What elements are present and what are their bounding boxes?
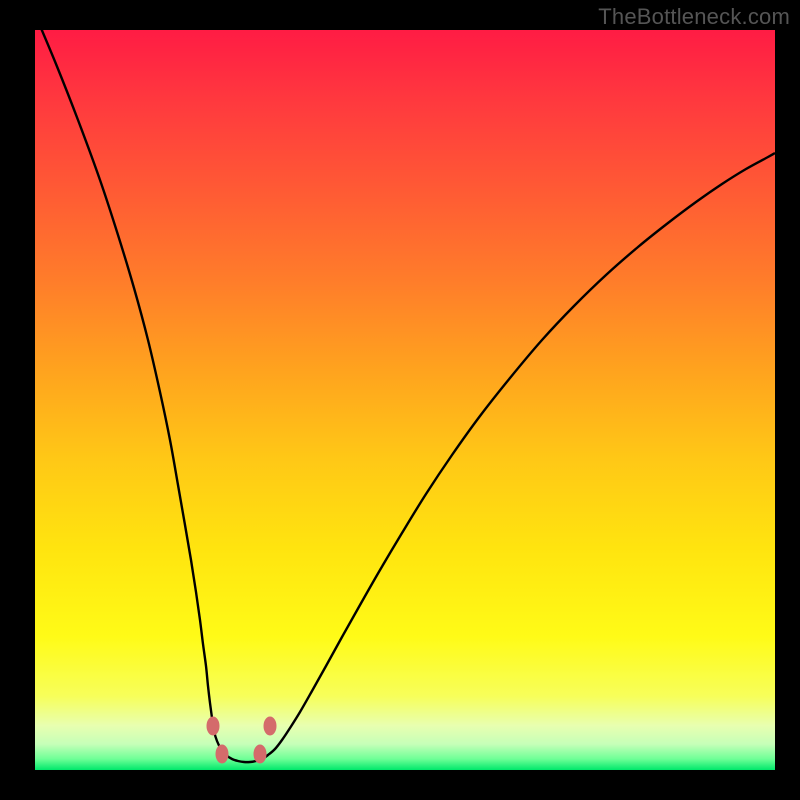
watermark-text: TheBottleneck.com xyxy=(598,4,790,30)
chart-container: TheBottleneck.com xyxy=(0,0,800,800)
curve-marker xyxy=(216,745,228,763)
bottleneck-chart xyxy=(0,0,800,800)
gradient-plot-area xyxy=(35,30,775,770)
curve-marker xyxy=(254,745,266,763)
curve-marker xyxy=(264,717,276,735)
curve-marker xyxy=(207,717,219,735)
